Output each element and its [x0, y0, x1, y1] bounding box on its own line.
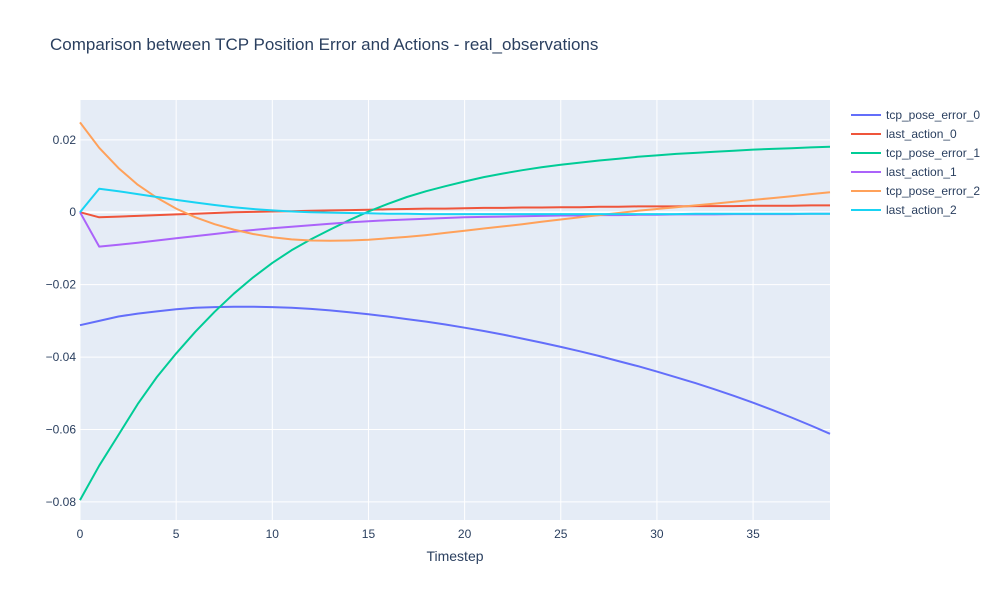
x-tick-label: 15: [362, 527, 376, 541]
x-axis-ticks: 0 5 10 15 20 25 30 35: [77, 527, 760, 541]
y-axis-ticks: 0.02 0 −0.02 −0.04 −0.06 −0.08: [46, 133, 77, 509]
legend-label: last_action_0: [886, 127, 957, 141]
legend-item-tcp-pose-error-1[interactable]: tcp_pose_error_1: [851, 146, 980, 160]
legend-label: last_action_2: [886, 203, 957, 217]
x-axis-label: Timestep: [426, 548, 483, 564]
x-tick-label: 0: [77, 527, 84, 541]
y-tick-label: −0.04: [46, 350, 77, 364]
legend-label: last_action_1: [886, 165, 957, 179]
y-tick-label: 0: [69, 205, 76, 219]
y-tick-label: −0.02: [46, 278, 77, 292]
legend[interactable]: tcp_pose_error_0 last_action_0 tcp_pose_er…: [851, 108, 980, 217]
y-tick-label: −0.08: [46, 495, 77, 509]
legend-label: tcp_pose_error_1: [886, 146, 980, 160]
legend-item-last-action-2[interactable]: last_action_2: [851, 203, 957, 217]
legend-label: tcp_pose_error_0: [886, 108, 980, 122]
x-tick-label: 10: [266, 527, 280, 541]
series-line-tcp-pose-error-1: [79, 145, 831, 501]
legend-label: tcp_pose_error_2: [886, 184, 980, 198]
x-tick-label: 20: [458, 527, 472, 541]
x-tick-label: 30: [650, 527, 664, 541]
x-tick-label: 5: [173, 527, 180, 541]
legend-item-last-action-0[interactable]: last_action_0: [851, 127, 957, 141]
series-line-last-action-2: [79, 187, 830, 216]
legend-item-tcp-pose-error-0[interactable]: tcp_pose_error_0: [851, 108, 980, 122]
series-lines: [79, 121, 831, 501]
chart-title: Comparison between TCP Position Error an…: [50, 35, 598, 54]
y-tick-label: −0.06: [46, 422, 77, 436]
series-line-tcp-pose-error-2: [79, 121, 831, 242]
x-tick-label: 35: [746, 527, 760, 541]
legend-item-last-action-1[interactable]: last_action_1: [851, 165, 957, 179]
grid: [79, 100, 830, 520]
series-line-last-action-0: [79, 204, 830, 219]
y-tick-label: 0.02: [53, 133, 77, 147]
plot-area: [80, 100, 830, 520]
legend-item-tcp-pose-error-2[interactable]: tcp_pose_error_2: [851, 184, 980, 198]
series-line-tcp-pose-error-0: [79, 305, 831, 435]
x-tick-label: 25: [554, 527, 568, 541]
